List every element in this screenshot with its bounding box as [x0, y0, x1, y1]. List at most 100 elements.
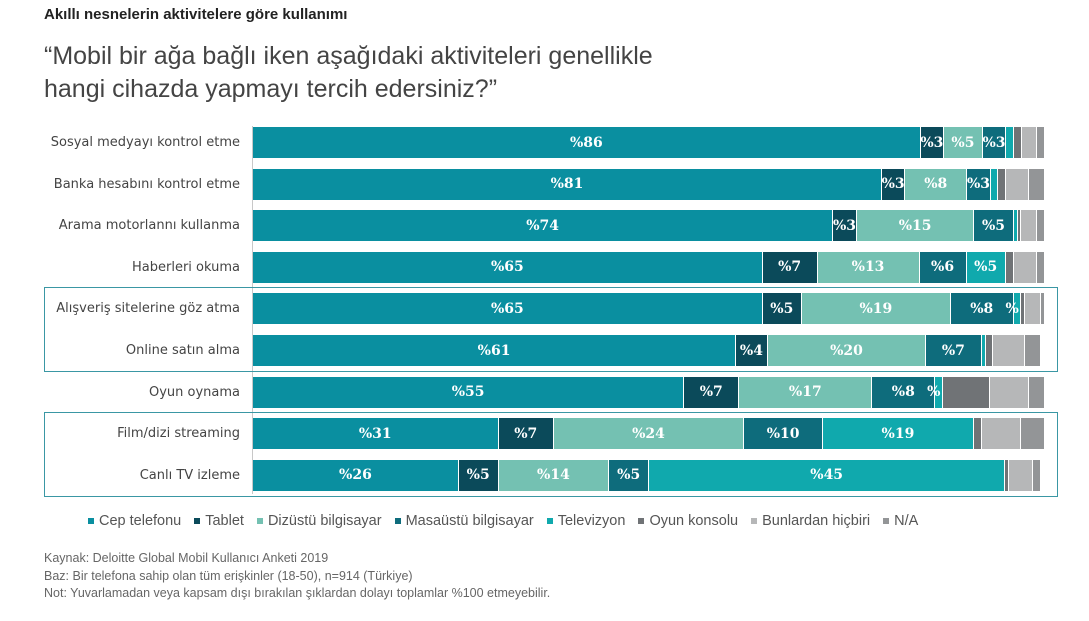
category-label: Film/dizi streaming	[117, 426, 240, 442]
bar-segment-n-a	[1033, 459, 1041, 491]
bar-segment-oyun-konsolu	[985, 335, 994, 366]
bar-arama-motorlann-kullanma: %74 %3 %15 %5	[253, 210, 1045, 242]
bar-segment-n-a	[1037, 127, 1045, 158]
bar-segment-bunlardan-hi-biri	[1021, 127, 1038, 158]
bar-oyun-oynama: %55 %7 %17 %8 %1	[253, 376, 1045, 408]
legend-label: N/A	[894, 513, 919, 529]
bar-segment-oyun-konsolu	[1021, 293, 1026, 325]
data-label: %6	[931, 259, 955, 276]
data-label: %3	[966, 176, 990, 193]
chart-subtitle: Akıllı nesnelerin aktivitelere göre kull…	[44, 6, 348, 23]
bar-segment-tablet: %7	[684, 376, 740, 408]
legend-item-televizyon: Televizyon	[546, 513, 626, 529]
bar-segment-bunlardan-hi-biri	[993, 335, 1026, 366]
bar-segment-bunlardan-hi-biri	[1006, 168, 1030, 200]
bar-segment-televizyon	[1013, 210, 1018, 242]
bar-segment-diz-st-bilgisayar: %17	[739, 376, 873, 408]
data-label: %7	[778, 259, 802, 276]
chart-title-line-1: “Mobil bir ağa bağlı iken aşağıdaki akti…	[44, 42, 653, 70]
chart-title-line-2: hangi cihazda yapmayı tercih edersiniz?”	[44, 75, 498, 103]
data-label: %24	[632, 425, 665, 442]
legend-item-n-a: N/A	[883, 513, 918, 529]
legend-item-cep-telefonu: Cep telefonu	[88, 513, 181, 529]
bar-segment-bunlardan-hi-biri	[990, 376, 1030, 408]
highlight-group-box	[44, 412, 1058, 497]
bar-segment-n-a	[1029, 376, 1045, 408]
category-axis-line	[252, 126, 253, 494]
legend-item-masa-st-bilgisayar: Masaüstü bilgisayar	[394, 513, 534, 529]
data-label: %10	[766, 425, 800, 442]
bar-segment-masa-st-bilgisayar: %6	[919, 251, 967, 283]
bar-segment-bunlardan-hi-biri	[1009, 459, 1034, 491]
bar-segment-oyun-konsolu	[943, 376, 991, 408]
bar-segment-cep-telefonu: %61	[253, 335, 737, 366]
bar-segment-n-a	[1037, 251, 1045, 283]
bar-segment-tablet: %7	[762, 251, 818, 283]
bar-segment-n-a	[1041, 293, 1045, 325]
bar-haberleri-okuma: %65 %7 %13 %6 %5	[253, 251, 1045, 283]
category-label: Oyun oynama	[148, 384, 240, 400]
bar-segment-n-a	[1025, 335, 1041, 366]
legend-label: Televizyon	[557, 513, 626, 529]
bar-segment-diz-st-bilgisayar: %15	[856, 210, 975, 242]
bar-segment-bunlardan-hi-biri	[1025, 293, 1041, 325]
category-label: Haberleri okuma	[132, 259, 240, 275]
legend-label: Cep telefonu	[99, 513, 182, 529]
bar-segment-cep-telefonu: %55	[253, 376, 685, 408]
bar-segment-televizyon: %5	[966, 251, 1006, 283]
data-label: %61	[477, 342, 511, 359]
legend-item-tablet: Tablet	[194, 513, 244, 529]
bar-sosyal-medyay-kontrol-etme: %86 %3 %5 %3	[253, 127, 1045, 158]
data-label: %5	[770, 300, 794, 317]
bar-segment-televizyon	[1006, 127, 1014, 158]
legend-swatch	[88, 518, 94, 524]
data-label: %4	[739, 342, 763, 359]
bar-online-sat-n-alma: %61 %4 %20 %7	[253, 335, 1041, 366]
legend-label: Oyun konsolu	[649, 513, 739, 529]
category-label: Arama motorlannı kullanma	[58, 218, 240, 234]
bar-segment-masa-st-bilgisayar: %5	[974, 210, 1014, 242]
bar-segment-cep-telefonu: %26	[253, 459, 459, 491]
bar-segment-diz-st-bilgisayar: %24	[553, 418, 745, 450]
legend-item-bunlardan-hi-biri: Bunlardan hiçbiri	[751, 513, 870, 529]
bar-segment-tablet: %5	[458, 459, 499, 491]
data-label: %19	[859, 300, 893, 317]
data-label: %81	[550, 176, 584, 193]
bar-segment-diz-st-bilgisayar: %14	[498, 459, 610, 491]
data-label: %8	[891, 384, 915, 401]
bar-segment-televizyon: %1	[1005, 293, 1029, 325]
bar-segment-oyun-konsolu	[1013, 127, 1022, 158]
bar-segment-oyun-konsolu	[998, 168, 1007, 200]
bar-segment-cep-telefonu: %81	[253, 168, 882, 200]
bar-segment-n-a	[1021, 418, 1045, 450]
data-label: %7	[514, 425, 538, 442]
data-label: %31	[358, 425, 392, 442]
bar-segment-televizyon: %19	[823, 418, 974, 450]
bar-segment-oyun-konsolu	[1005, 459, 1010, 491]
legend-swatch	[394, 518, 401, 524]
bar-segment-cep-telefonu: %74	[253, 210, 834, 242]
legend-swatch	[883, 518, 890, 524]
bar-segment-bunlardan-hi-biri	[1013, 251, 1038, 283]
legend-label: Masaüstü bilgisayar	[405, 513, 534, 529]
data-label: %7	[941, 342, 965, 359]
data-label: %5	[466, 467, 490, 484]
bar-segment-oyun-konsolu	[973, 418, 982, 450]
bar-al-veri-sitelerine-g-z-atma: %65 %5 %19 %8 %1	[253, 293, 1045, 325]
bar-segment-masa-st-bilgisayar: %7	[926, 335, 982, 366]
bar-segment-tablet: %4	[736, 335, 768, 366]
bar-segment-n-a	[1037, 210, 1045, 242]
base-note: Baz: Bir telefona sahip olan tüm erişkin…	[44, 568, 413, 583]
bar-segment-cep-telefonu: %65	[253, 251, 763, 283]
chart-legend: Cep telefonu Tablet Dizüstü bilgisayar Masa…	[88, 513, 931, 529]
bar-segment-televizyon: %45	[648, 459, 1006, 491]
bar-segment-diz-st-bilgisayar: %13	[817, 251, 920, 283]
data-label: %3	[920, 134, 944, 151]
bar-segment-tablet: %7	[498, 418, 554, 450]
category-label: Alışveriş sitelerine göz atma	[56, 301, 240, 317]
bar-segment-masa-st-bilgisayar: %3	[982, 127, 1007, 158]
highlight-group-box	[44, 287, 1058, 372]
category-label: Banka hesabını kontrol etme	[53, 176, 240, 192]
bar-segment-masa-st-bilgisayar: %8	[872, 376, 936, 408]
